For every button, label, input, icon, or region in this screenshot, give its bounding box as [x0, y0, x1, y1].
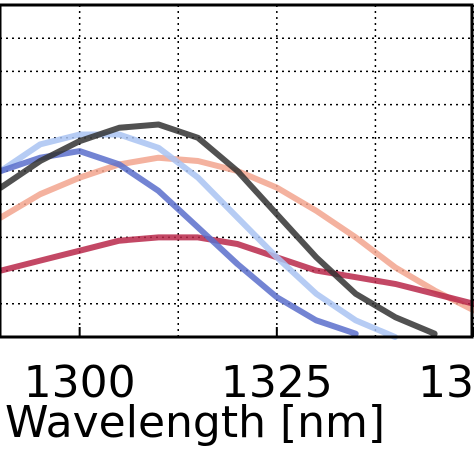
lines [0, 121, 474, 340]
series-line [0, 121, 438, 337]
x-tick-label: 1300 [24, 357, 136, 408]
x-tick-label: 1325 [221, 357, 333, 408]
series-line [0, 131, 399, 340]
series-line [0, 234, 474, 307]
plot-frame [0, 3, 474, 339]
x-axis-label: Wavelength [nm] [5, 397, 385, 448]
x-tick-label: 1350 [418, 357, 474, 408]
grid: 1300 1325 1350 [0, 5, 474, 408]
